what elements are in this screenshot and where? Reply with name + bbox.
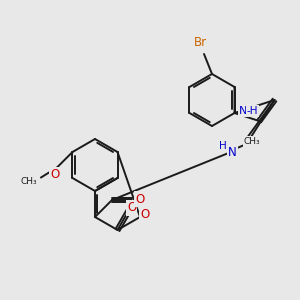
Text: H: H [219,141,226,151]
Text: -H: -H [247,106,258,116]
Text: CH₃: CH₃ [21,177,37,186]
Text: O: O [135,193,145,206]
Text: O: O [127,201,136,214]
Text: O: O [50,168,60,181]
Text: N: N [228,146,237,158]
Text: N: N [239,106,248,116]
Text: CH₃: CH₃ [244,137,261,146]
Text: O: O [140,208,150,220]
Text: Br: Br [194,35,207,49]
